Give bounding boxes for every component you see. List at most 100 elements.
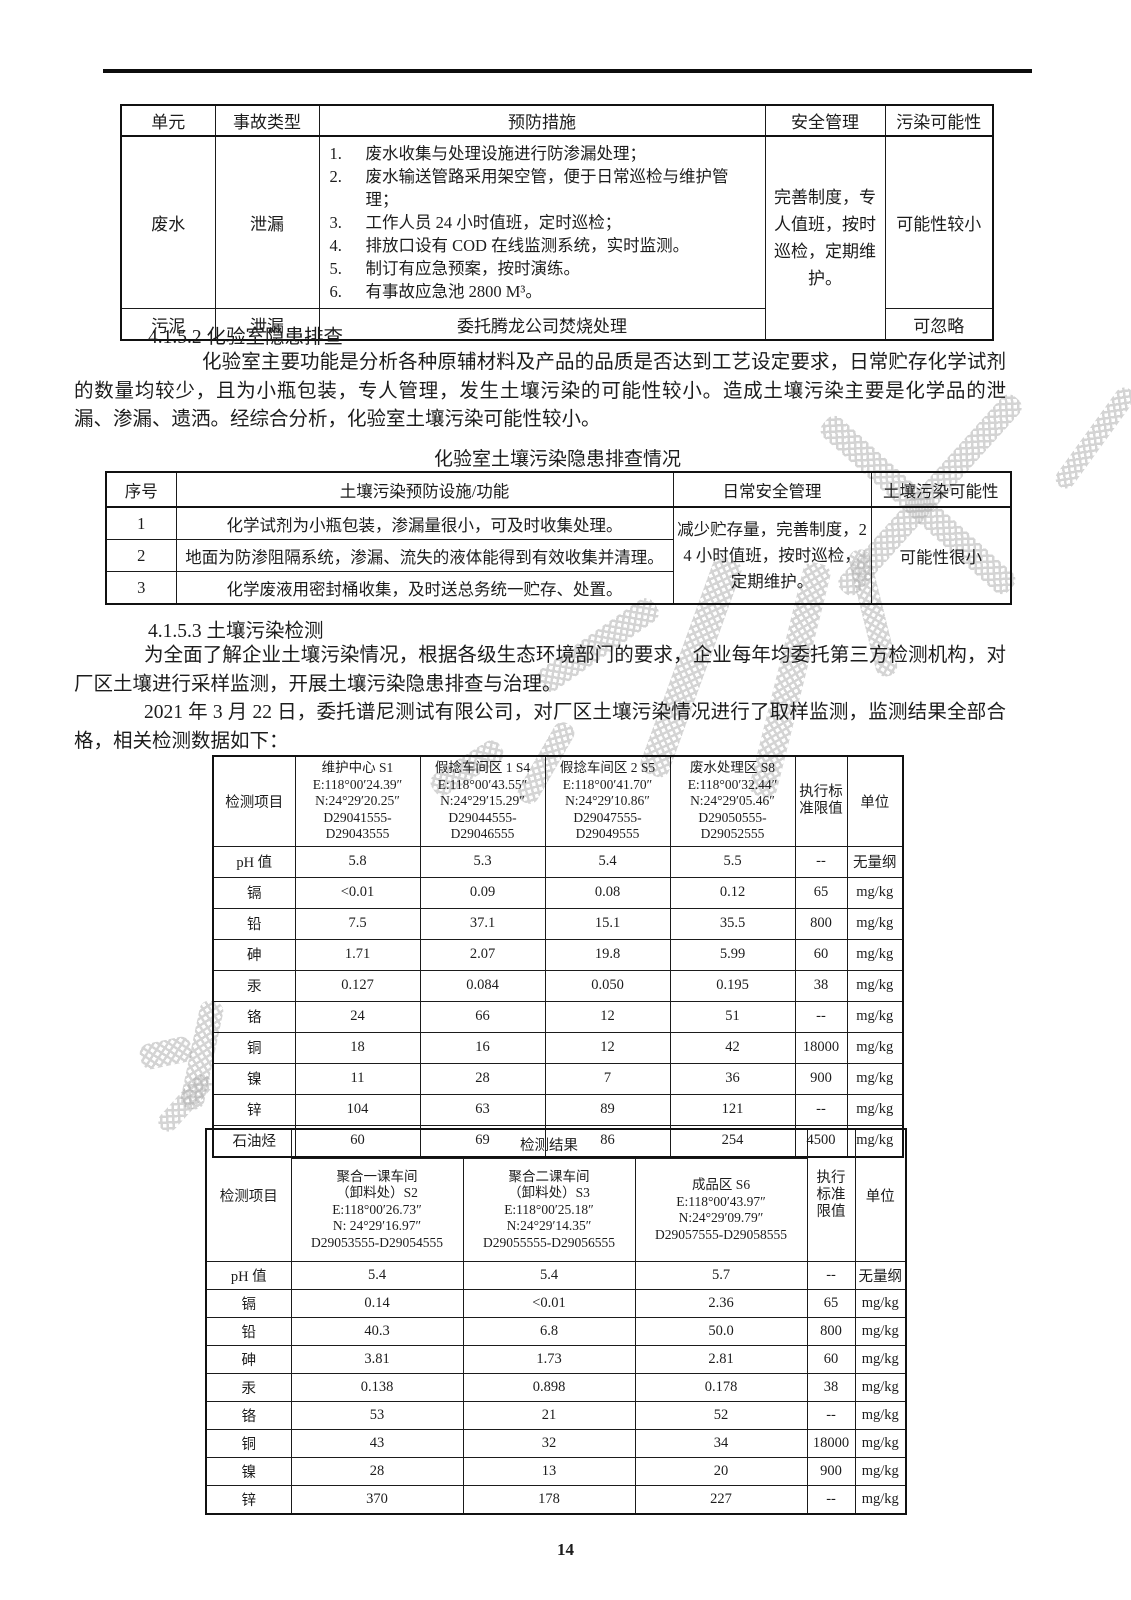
location-coord-n: N: 24°29′16.97″ <box>332 1218 422 1234</box>
column-header-location-s5: 假捻车间区 2 S5 E:118°00′41.70″ N:24°29′10.86… <box>544 755 671 847</box>
value-cell: 5.3 <box>419 845 546 878</box>
unit-cell: mg/kg <box>854 1373 907 1402</box>
measure-text: 制订有应急预案，按时演练。 <box>365 259 581 278</box>
header-rule <box>103 69 1032 73</box>
value-cell: 43 <box>290 1429 464 1458</box>
location-sample-id: D29053555-D29054555 <box>311 1234 443 1250</box>
value-cell: 0.14 <box>290 1289 464 1318</box>
value-cell: 5.4 <box>544 845 671 878</box>
location-coord-n: N:24°29′20.25″ <box>315 793 400 808</box>
value-cell: 13 <box>462 1457 636 1486</box>
table-row: 镍 28 13 20 900 mg/kg <box>205 1457 907 1486</box>
measure-number: 5. <box>329 259 342 278</box>
unit-cell: mg/kg <box>846 1031 904 1064</box>
soil-monitoring-table-2: 检测项目 检测结果 执行标准限值 单位 聚合一课车间 （卸料处）S2 E:118… <box>205 1128 908 1515</box>
value-cell: 63 <box>419 1093 546 1126</box>
value-cell: 28 <box>419 1062 546 1095</box>
value-cell: 52 <box>634 1401 808 1430</box>
measure-number: 4. <box>329 236 342 255</box>
value-cell: 11 <box>294 1062 421 1095</box>
value-cell: 5.7 <box>634 1261 808 1290</box>
value-cell: 0.050 <box>544 969 671 1002</box>
location-name: 聚合二课车间 <box>508 1168 590 1184</box>
measure-number: 2. <box>329 167 342 186</box>
location-sample-id: D29050555- <box>698 809 767 825</box>
value-cell: 2.36 <box>634 1289 808 1318</box>
measure-item: 2. 废水输送管路采用架空管，便于日常巡检与维护管理； <box>330 165 761 211</box>
watermark-stroke <box>137 1034 195 1072</box>
section-4-1-5-2-body: 化验室主要功能是分析各种原辅材料及产品的品质是否达到工艺设定要求，日常贮存化学试… <box>74 349 1006 435</box>
unit-cell: 无量纲 <box>854 1261 907 1290</box>
limit-cell: 900 <box>806 1457 856 1486</box>
value-cell: 24 <box>294 1000 421 1033</box>
unit-cell: 无量纲 <box>846 845 904 878</box>
location-name: 废水处理区 S8 <box>689 760 776 775</box>
table-header-row: 检测项目 维护中心 S1 E:118°00′24.39″ N:24°29′20.… <box>212 755 904 847</box>
unit-cell: 废水 <box>120 135 216 309</box>
possibility-cell: 可能性较小 <box>884 135 994 309</box>
table-row-wastewater: 废水 泄漏 1. 废水收集与处理设施进行防渗漏处理； 2. <box>120 135 994 341</box>
location-sample-id: D29043555 <box>325 826 390 841</box>
location-sample-id: D29052555 <box>700 826 765 841</box>
value-cell: 12 <box>544 1031 671 1064</box>
value-cell: 1.71 <box>294 938 421 971</box>
unit-cell: mg/kg <box>846 876 904 909</box>
value-cell: 121 <box>669 1093 796 1126</box>
measure-number: 6. <box>329 282 342 301</box>
unit-cell: mg/kg <box>854 1457 907 1486</box>
limit-cell: -- <box>806 1401 856 1430</box>
limit-cell: 800 <box>806 1317 856 1346</box>
analyte-label: 汞 <box>212 969 296 1002</box>
unit-cell: mg/kg <box>846 969 904 1002</box>
value-cell: 21 <box>462 1401 636 1430</box>
table-row: 汞 0.127 0.084 0.050 0.195 38 mg/kg <box>212 969 904 1002</box>
measure-item: 4. 排放口设有 COD 在线监测系统，实时监测。 <box>330 234 761 257</box>
limit-cell: -- <box>806 1485 856 1515</box>
location-sample-id: D29046555 <box>450 826 515 841</box>
value-cell: 40.3 <box>290 1317 464 1346</box>
column-header-unit: 单位 <box>846 755 904 847</box>
limit-cell: -- <box>794 1093 848 1126</box>
unit-cell: mg/kg <box>846 1062 904 1095</box>
section-heading-4-1-5-3: 4.1.5.3 土壤污染检测 <box>148 621 324 642</box>
value-cell: 5.5 <box>669 845 796 878</box>
lab-table-title: 化验室土壤污染隐患排查情况 <box>433 449 681 470</box>
limit-cell: 18000 <box>794 1031 848 1064</box>
measure-text: 废水输送管路采用架空管，便于日常巡检与维护管理； <box>365 167 729 209</box>
unit-cell: mg/kg <box>846 938 904 971</box>
column-header-location-s2: 聚合一课车间 （卸料处）S2 E:118°00′26.73″ N: 24°29′… <box>290 1158 464 1262</box>
value-cell: 36 <box>669 1062 796 1095</box>
value-cell: 5.4 <box>462 1261 636 1290</box>
table-header-row: 聚合一课车间 （卸料处）S2 E:118°00′26.73″ N: 24°29′… <box>206 1158 906 1262</box>
value-cell: 0.09 <box>419 876 546 909</box>
measure-item: 1. 废水收集与处理设施进行防渗漏处理； <box>330 142 761 165</box>
limit-cell: 60 <box>794 938 848 971</box>
value-cell: <0.01 <box>462 1289 636 1318</box>
analyte-label: 铬 <box>205 1401 292 1430</box>
table-row: 2 地面为防渗阻隔系统，渗漏、流失的液体能得到有效收集并清理。 <box>105 539 1011 572</box>
value-cell: 0.12 <box>669 876 796 909</box>
measure-item: 6. 有事故应急池 2800 M³。 <box>330 280 761 303</box>
table-row: 1 化学试剂为小瓶包装，渗漏量很小，可及时收集处理。 减少贮存量，完善制度，24… <box>105 506 1012 605</box>
location-coord-n: N:24°29′09.79″ <box>678 1210 764 1225</box>
location-name: 维护中心 S1 <box>321 760 394 775</box>
column-header-unit: 单元 <box>120 104 216 137</box>
value-cell: 2.81 <box>634 1345 808 1374</box>
measure-text: 工作人员 24 小时值班，定时巡检； <box>365 213 622 232</box>
column-header-measures: 预防措施 <box>318 104 766 137</box>
measure-item: 5. 制订有应急预案，按时演练。 <box>330 257 761 280</box>
column-header-management: 日常安全管理 <box>672 471 872 508</box>
page-number: 14 <box>557 1540 574 1559</box>
value-cell: 7 <box>544 1062 671 1095</box>
row-number-cell: 1 <box>105 506 177 540</box>
possibility-cell: 可能性很小 <box>870 506 1012 605</box>
unit-cell: mg/kg <box>854 1317 907 1346</box>
value-cell: 0.195 <box>669 969 796 1002</box>
table-row: 砷 1.71 2.07 19.8 5.99 60 mg/kg <box>212 938 904 971</box>
value-cell: 50.0 <box>634 1317 808 1346</box>
management-cell: 减少贮存量，完善制度，24 小时值班，按时巡检，定期维护。 <box>672 506 872 605</box>
limit-cell: 60 <box>806 1345 856 1374</box>
unit-cell: mg/kg <box>846 907 904 940</box>
column-header-limit: 执行标准限值 <box>794 755 848 847</box>
column-header-location-s8: 废水处理区 S8 E:118°00′32.44″ N:24°29′05.46″ … <box>669 755 796 847</box>
